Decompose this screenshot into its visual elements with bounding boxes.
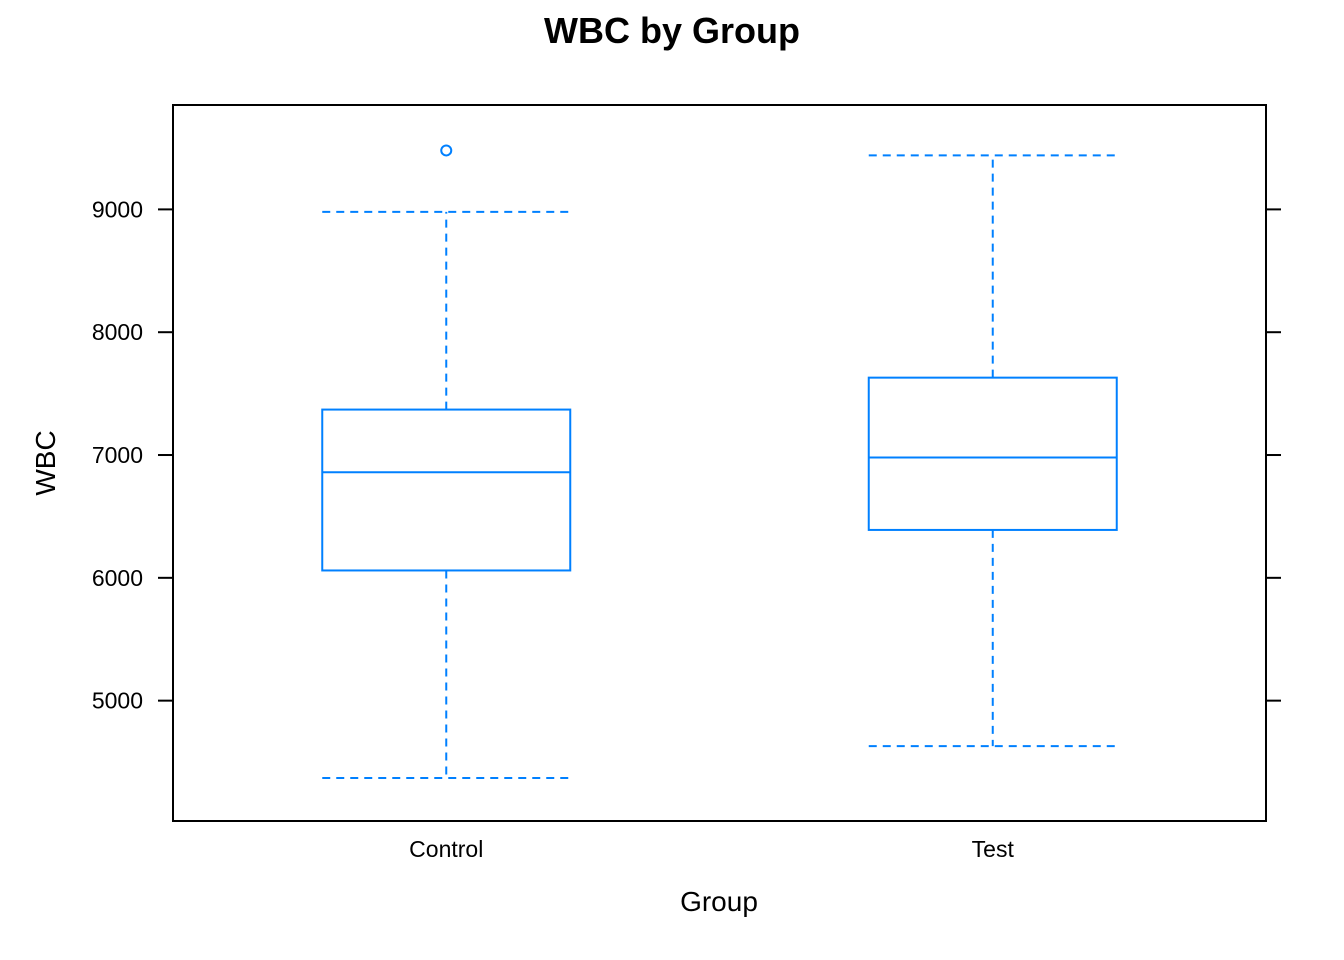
y-axis-right [1266,208,1281,702]
box-test [867,154,1118,748]
box-control [321,144,572,780]
y-tick-label: 7000 [92,442,143,468]
x-tick-label: Test [972,836,1015,862]
plot-frame [172,104,1267,822]
x-tick-label: Control [409,836,483,862]
x-axis-title: Group [680,886,758,917]
y-tick-label: 8000 [92,319,143,345]
boxes [321,144,1118,780]
x-axis: Control Test [409,836,1014,862]
y-tick-label: 6000 [92,565,143,591]
y-axis-title: WBC [30,430,61,495]
chart-title: WBC by Group [544,10,800,51]
box-iqr [867,376,1118,531]
y-tick-label: 5000 [92,688,143,714]
y-tick-label: 9000 [92,196,143,222]
y-axis: 5000 6000 7000 8000 9000 [92,196,173,714]
box-iqr [321,408,572,572]
outlier-point [440,144,453,157]
